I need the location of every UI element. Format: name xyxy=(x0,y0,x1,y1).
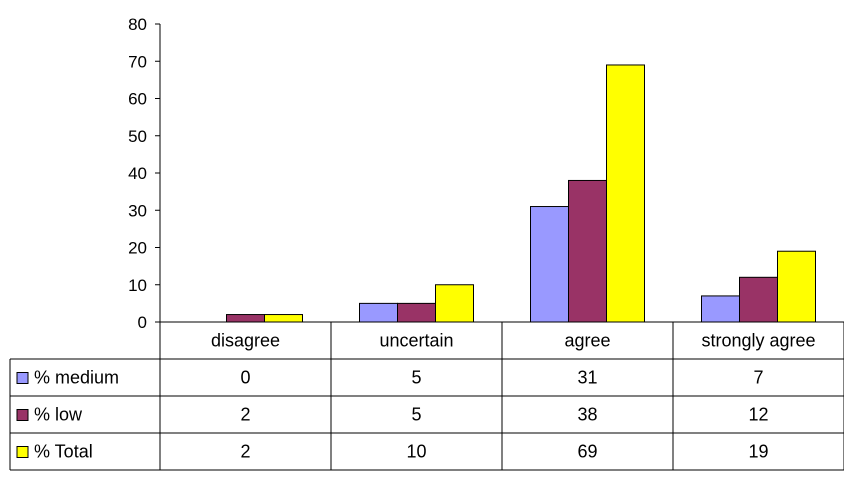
bar-pct-medium-agree xyxy=(530,206,569,323)
bar-pct-total-uncertain xyxy=(435,284,474,323)
category-label-agree: agree xyxy=(564,331,610,351)
legend-key-pct-low xyxy=(16,409,29,421)
table-cell-pct-total-disagree: 2 xyxy=(240,442,250,462)
table-cell-pct-total-uncertain: 10 xyxy=(406,442,426,462)
bar-pct-low-strongly-agree xyxy=(739,276,778,323)
table-cell-pct-medium-agree: 31 xyxy=(577,368,597,388)
category-label-strongly-agree: strongly agree xyxy=(701,331,815,351)
legend-label-pct-low: % low xyxy=(34,405,83,425)
y-tick-label: 50 xyxy=(128,127,147,146)
table-cell-pct-low-strongly-agree: 12 xyxy=(748,405,768,425)
legend-key-pct-total xyxy=(16,446,29,458)
y-tick-label: 20 xyxy=(128,239,147,258)
table-cell-pct-total-strongly-agree: 19 xyxy=(748,442,768,462)
y-tick-label: 0 xyxy=(138,313,147,332)
table-cell-pct-low-disagree: 2 xyxy=(240,405,250,425)
y-axis: 0 10 20 30 40 50 60 70 80 xyxy=(128,15,844,332)
table-cell-pct-medium-strongly-agree: 7 xyxy=(753,368,763,388)
y-tick-label: 10 xyxy=(128,276,147,295)
bar-pct-medium-strongly-agree xyxy=(701,295,740,323)
category-label-uncertain: uncertain xyxy=(379,331,453,351)
bar-pct-low-disagree xyxy=(226,314,265,323)
y-tick-label: 60 xyxy=(128,90,147,109)
table-cell-pct-low-agree: 38 xyxy=(577,405,597,425)
y-tick-label: 40 xyxy=(128,164,147,183)
legend-label-pct-medium: % medium xyxy=(34,368,119,388)
bar-pct-total-agree xyxy=(606,64,645,323)
bar-pct-total-strongly-agree xyxy=(777,250,816,323)
table-cell-pct-low-uncertain: 5 xyxy=(411,405,421,425)
category-label-disagree: disagree xyxy=(211,331,280,351)
table-cell-pct-medium-uncertain: 5 xyxy=(411,368,421,388)
table-cell-pct-medium-disagree: 0 xyxy=(240,368,250,388)
y-tick-label: 30 xyxy=(128,201,147,220)
bar-pct-medium-uncertain xyxy=(359,302,398,323)
bar-pct-low-agree xyxy=(568,179,607,323)
legend-key-pct-medium xyxy=(16,372,29,384)
data-table: disagree uncertain agree strongly agree % me… xyxy=(9,322,844,471)
bar-pct-low-uncertain xyxy=(397,302,436,323)
bars-group xyxy=(226,64,816,323)
table-cell-pct-total-agree: 69 xyxy=(577,442,597,462)
y-tick-label: 80 xyxy=(128,15,147,34)
bar-pct-total-disagree xyxy=(264,314,303,323)
y-tick-label: 70 xyxy=(128,52,147,71)
legend-label-pct-total: % Total xyxy=(34,442,93,462)
